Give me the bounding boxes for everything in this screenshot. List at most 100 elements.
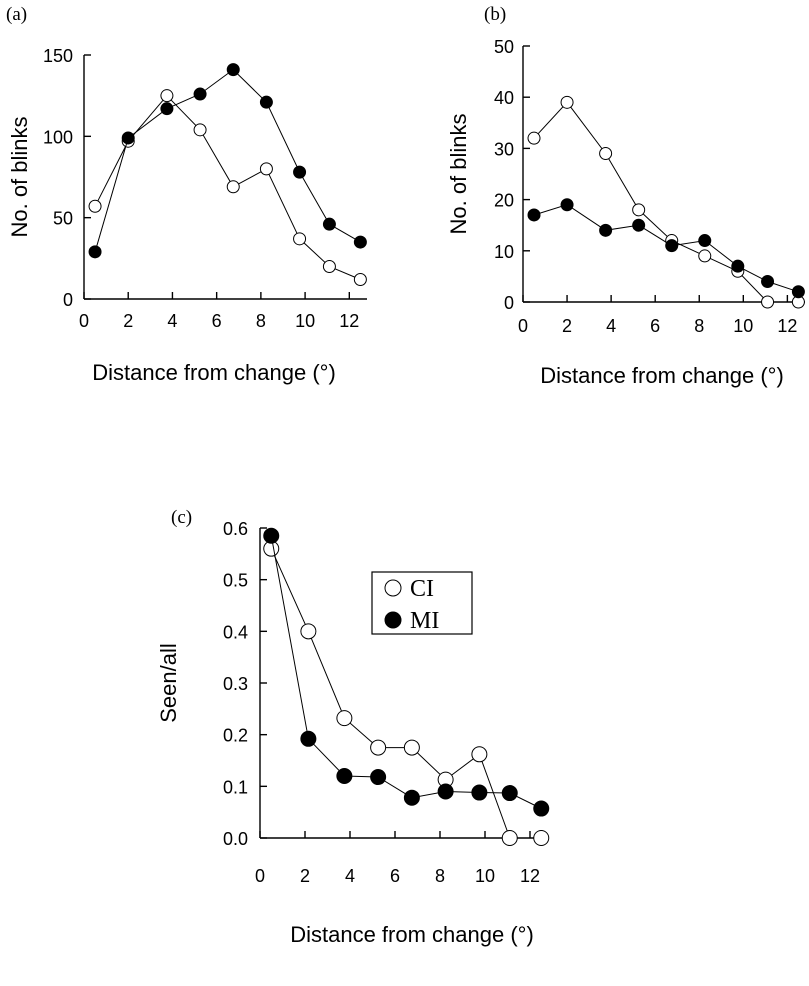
x-tick-label: 4 xyxy=(167,311,177,331)
panel-label: (a) xyxy=(6,4,27,25)
y-tick-label: 20 xyxy=(494,191,514,211)
x-tick-label: 12 xyxy=(339,311,359,331)
data-point-open xyxy=(293,232,307,246)
data-point-open xyxy=(761,295,775,309)
data-point-filled xyxy=(300,730,317,747)
data-point-filled xyxy=(322,217,336,231)
y-axis-title: No. of blinks xyxy=(446,113,471,234)
x-tick-label: 6 xyxy=(212,311,222,331)
legend-marker-filled xyxy=(384,611,402,629)
data-point-open xyxy=(160,89,174,103)
data-point-filled xyxy=(263,527,280,544)
x-tick-label: 8 xyxy=(435,866,445,886)
data-point-open xyxy=(501,830,518,846)
y-tick-label: 50 xyxy=(53,209,73,229)
x-tick-label: 10 xyxy=(475,866,495,886)
y-axis-title: Seen/all xyxy=(156,643,181,723)
y-tick-label: 10 xyxy=(494,242,514,262)
data-point-filled xyxy=(193,87,207,101)
data-point-open xyxy=(370,739,387,756)
data-point-open xyxy=(226,180,240,194)
data-point-filled xyxy=(471,784,488,801)
legend-marker-open xyxy=(384,579,402,597)
data-point-filled xyxy=(632,218,646,232)
y-tick-label: 30 xyxy=(494,139,514,159)
y-tick-label: 0 xyxy=(63,290,73,310)
y-tick-label: 0.0 xyxy=(223,829,248,849)
data-point-filled xyxy=(698,234,712,248)
data-point-filled xyxy=(370,769,387,786)
x-axis-title: Distance from change (°) xyxy=(540,363,784,388)
y-tick-label: 40 xyxy=(494,88,514,108)
y-tick-label: 0.4 xyxy=(223,622,248,642)
data-point-filled xyxy=(259,95,273,109)
x-tick-label: 2 xyxy=(123,311,133,331)
x-tick-label: 0 xyxy=(255,866,265,886)
data-point-filled xyxy=(403,789,420,806)
y-tick-label: 0.1 xyxy=(223,777,248,797)
data-point-filled xyxy=(226,63,240,77)
data-point-filled xyxy=(121,131,135,145)
data-point-filled xyxy=(437,783,454,800)
chart-panel-b: (b) 0 10 20 30 40 50 0 2 4 6 8 10 12 Distance from cha… xyxy=(446,4,805,388)
data-point-open xyxy=(471,746,488,763)
panel-label: (c) xyxy=(171,507,192,528)
y-tick-label: 0.6 xyxy=(223,519,248,539)
x-tick-label: 0 xyxy=(79,311,89,331)
x-tick-label: 2 xyxy=(562,316,572,336)
x-tick-label: 10 xyxy=(295,311,315,331)
data-point-open xyxy=(336,710,353,727)
x-axis-title: Distance from change (°) xyxy=(290,922,534,947)
data-point-open xyxy=(88,199,102,213)
data-point-filled xyxy=(160,102,174,116)
data-point-open xyxy=(599,147,613,161)
data-point-open xyxy=(322,259,336,273)
x-tick-label: 4 xyxy=(345,866,355,886)
data-point-filled xyxy=(501,785,518,802)
y-tick-label: 100 xyxy=(43,127,73,147)
data-point-filled xyxy=(599,223,613,237)
x-tick-label: 4 xyxy=(606,316,616,336)
data-point-filled xyxy=(560,198,574,212)
y-tick-label: 0.2 xyxy=(223,726,248,746)
y-tick-label: 150 xyxy=(43,46,73,66)
data-point-open xyxy=(533,830,550,846)
data-point-filled xyxy=(88,245,102,259)
x-tick-label: 6 xyxy=(650,316,660,336)
data-point-open xyxy=(527,131,541,145)
data-point-filled xyxy=(731,259,745,273)
data-point-filled xyxy=(336,768,353,784)
x-tick-label: 6 xyxy=(390,866,400,886)
data-point-open xyxy=(632,203,646,217)
x-tick-label: 0 xyxy=(518,316,528,336)
data-point-filled xyxy=(761,275,775,289)
x-tick-label: 12 xyxy=(520,866,540,886)
series-line-filled xyxy=(94,68,361,252)
data-point-filled xyxy=(353,235,367,249)
data-point-filled xyxy=(527,208,541,222)
y-axis-title: No. of blinks xyxy=(7,116,32,237)
data-point-filled xyxy=(533,800,550,817)
data-point-open xyxy=(560,95,574,109)
x-tick-label: 10 xyxy=(733,316,753,336)
panel-label: (b) xyxy=(484,4,506,25)
data-point-open xyxy=(403,739,420,756)
data-point-open xyxy=(300,623,317,640)
x-axis-title: Distance from change (°) xyxy=(92,360,336,385)
x-tick-label: 12 xyxy=(777,316,797,336)
legend-label: CI xyxy=(410,576,434,602)
data-point-filled xyxy=(293,165,307,179)
x-tick-label: 8 xyxy=(256,311,266,331)
series-line-open xyxy=(533,101,799,303)
legend-label: MI xyxy=(410,608,439,634)
data-point-open xyxy=(259,162,273,176)
y-tick-label: 0.3 xyxy=(223,674,248,694)
data-point-open xyxy=(193,123,207,137)
x-tick-label: 2 xyxy=(300,866,310,886)
data-point-open xyxy=(698,249,712,263)
y-tick-label: 0 xyxy=(504,293,514,313)
chart-panel-c: (c) 0.0 0.1 0.2 0.3 0.4 0.5 0.6 0 2 4 6 8 10 12 Distanc… xyxy=(156,507,550,947)
chart-panel-a: (a) 0 50 100 150 0 2 4 6 8 10 12 Distance from chang… xyxy=(6,4,367,385)
data-point-filled xyxy=(791,285,805,299)
